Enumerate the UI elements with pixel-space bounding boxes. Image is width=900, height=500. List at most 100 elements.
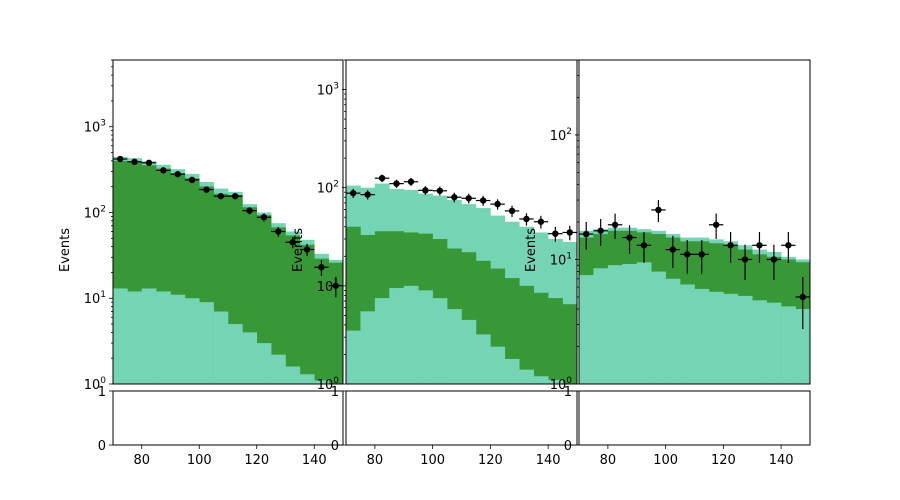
data-point <box>479 197 487 204</box>
hist-bar-layer1 <box>490 346 506 384</box>
data-point <box>303 246 311 253</box>
hist-bar-layer2 <box>314 258 329 384</box>
y-tick-label: 102 <box>550 127 572 144</box>
data-point <box>203 186 210 193</box>
hist-bar-layer1 <box>170 294 186 384</box>
y-tick-label: 102 <box>84 204 106 221</box>
data-point <box>655 206 662 214</box>
data-point <box>583 230 590 238</box>
ratio-y-tick-label: 1 <box>98 385 106 400</box>
ratio-frame <box>578 390 811 446</box>
data-point <box>741 256 749 263</box>
hist-bar-layer1 <box>607 265 623 384</box>
x-tick-label: 100 <box>653 453 678 468</box>
histogram-stack <box>579 227 810 384</box>
data-point <box>770 256 778 263</box>
y-tick-label: 100 <box>550 376 573 393</box>
data-point <box>260 214 268 221</box>
y-tick-label: 100 <box>317 376 340 393</box>
hist-bar-layer1 <box>519 369 534 384</box>
ratio-y-tick-label: 0 <box>331 439 339 454</box>
hist-bar-layer2 <box>299 244 315 384</box>
hist-bar-layer1 <box>752 300 767 384</box>
data-points <box>579 200 810 330</box>
hist-bar-layer1 <box>374 298 390 384</box>
hist-bar-layer1 <box>299 374 315 384</box>
data-point <box>350 189 357 197</box>
hist-bar-layer1 <box>360 311 376 384</box>
hist-bar-layer1 <box>184 298 200 384</box>
data-point <box>174 170 181 178</box>
data-point <box>231 192 239 200</box>
hist-bar-layer2 <box>271 227 286 384</box>
y-tick-label: 102 <box>317 180 339 197</box>
hist-bar-layer1 <box>418 290 433 384</box>
panel-2: 100 101 102 103 Events 0 1 80 100 120 140 <box>291 59 578 468</box>
x-tick-label: 80 <box>600 453 617 468</box>
panel-3: 100 101 102 Events 0 1 80 100 120 140 <box>524 59 811 468</box>
hist-bar-layer1 <box>256 343 272 384</box>
hist-bar-layer1 <box>737 295 753 384</box>
hist-bar-layer1 <box>579 275 594 384</box>
data-point <box>393 180 400 187</box>
data-point <box>698 251 705 258</box>
hist-bar-layer1 <box>346 330 361 384</box>
x-tick-label: 80 <box>133 453 150 468</box>
ratio-frame <box>112 390 344 446</box>
hist-bar-layer1 <box>213 311 229 384</box>
hist-bar-layer1 <box>593 268 609 384</box>
y-tick-label: 101 <box>84 290 106 307</box>
data-point <box>712 221 720 228</box>
hist-bar-layer1 <box>504 358 520 384</box>
hist-bar-layer1 <box>432 298 448 384</box>
data-point <box>364 191 371 198</box>
data-point <box>188 176 196 184</box>
data-point <box>523 215 530 223</box>
plot-frame <box>112 59 344 385</box>
hist-bar-layer2 <box>548 298 563 384</box>
data-point <box>799 293 806 301</box>
hist-bar-layer2 <box>519 285 534 384</box>
ratio-frame <box>345 390 578 446</box>
hist-bar-layer1 <box>723 293 739 384</box>
data-point <box>727 242 734 249</box>
hist-bar-layer1 <box>271 354 286 384</box>
hist-bar-layer1 <box>403 285 419 384</box>
data-point <box>537 218 545 225</box>
y-axis-label: Events <box>524 228 539 272</box>
hist-bar-layer2 <box>328 262 343 384</box>
hist-bar-layer2 <box>562 304 577 384</box>
data-point <box>552 230 559 237</box>
hist-bar-layer1 <box>708 291 724 384</box>
hist-bar-layer1 <box>461 319 477 384</box>
y-tick-label: 103 <box>317 82 339 99</box>
data-point <box>289 239 296 246</box>
hist-bar-layer1 <box>766 302 782 384</box>
y-tick-label: 101 <box>317 278 339 295</box>
x-tick-label: 140 <box>536 453 561 468</box>
hist-bar-layer2 <box>285 235 301 384</box>
histogram-stack <box>346 183 577 384</box>
x-tick-label: 120 <box>244 453 269 468</box>
hist-bar-layer1 <box>156 291 171 384</box>
hist-bar-layer1 <box>475 334 491 384</box>
hist-bar-layer1 <box>389 288 405 384</box>
data-point <box>407 178 415 185</box>
hist-bar-layer1 <box>113 288 128 384</box>
x-tick-label: 140 <box>302 453 327 468</box>
hist-bar-layer1 <box>242 332 258 384</box>
data-point <box>318 264 325 271</box>
hist-bar-layer1 <box>694 288 710 384</box>
data-point <box>160 167 167 174</box>
data-point <box>217 192 225 200</box>
y-tick-label: 100 <box>84 376 107 393</box>
panel-1: 100 101 102 103 Events 0 1 80 100 120 140 <box>58 59 344 468</box>
x-tick-label: 120 <box>711 453 736 468</box>
data-point <box>494 200 501 208</box>
data-point <box>626 234 633 241</box>
x-tick-label: 100 <box>187 453 212 468</box>
hist-bar-layer1 <box>447 309 462 384</box>
hist-bar-layer1 <box>665 278 681 384</box>
data-point <box>640 242 648 249</box>
